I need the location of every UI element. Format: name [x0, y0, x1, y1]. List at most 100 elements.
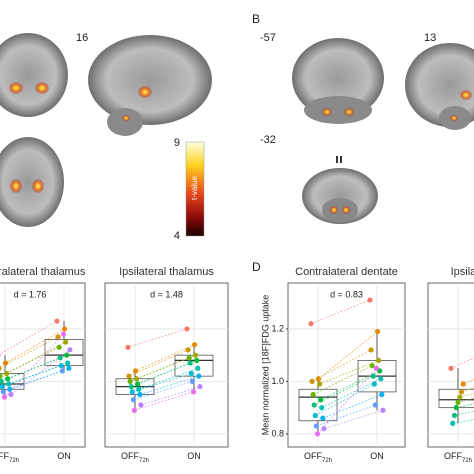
x-tick-label: OFF72h — [0, 451, 19, 463]
pair-line — [322, 394, 382, 419]
pair-line — [0, 336, 59, 369]
brain-sagittal-b — [405, 43, 474, 130]
subject-point — [7, 386, 13, 392]
subject-point — [372, 402, 378, 408]
subject-point — [0, 353, 1, 357]
pair-line — [0, 346, 60, 377]
x-tick-label: ON — [187, 451, 201, 461]
pair-line — [0, 320, 58, 355]
subject-point — [56, 344, 62, 350]
subject-point — [321, 426, 327, 432]
category: OFF — [121, 451, 139, 461]
panel-letter: D — [252, 260, 261, 274]
pair-line — [315, 383, 375, 416]
colorbar-max: 9 — [174, 137, 180, 149]
pair-line — [310, 299, 371, 324]
pair-line — [4, 333, 64, 398]
subject-point — [65, 360, 71, 366]
subject-point — [61, 326, 68, 332]
colorbar — [185, 141, 205, 237]
effect-size: d = 0.83 — [330, 289, 363, 299]
pair-line — [314, 375, 374, 406]
subject-point — [0, 373, 3, 379]
pair-line — [10, 349, 71, 395]
subject-point — [6, 381, 12, 387]
subject-point — [320, 415, 326, 421]
category-subscript: 72h — [322, 458, 332, 464]
panel-frame — [0, 282, 86, 448]
effect-size: d = 1.76 — [14, 289, 47, 299]
subject-point — [376, 357, 382, 364]
subject-point — [128, 384, 134, 390]
subject-point — [63, 339, 69, 345]
subject-point — [371, 381, 377, 387]
pair-line — [463, 379, 474, 385]
strip — [288, 262, 405, 282]
category: OFF — [444, 451, 462, 461]
y-tick-label: 0.8 — [271, 428, 284, 438]
colorbar-min: 4 — [174, 230, 180, 242]
pair-line — [313, 365, 373, 395]
x-tick-label: OFF72h — [304, 451, 332, 463]
panel-title: Contralateral dentate — [295, 266, 398, 278]
x-tick-label: ON — [370, 451, 384, 461]
subject-point — [368, 347, 374, 353]
pair-line — [320, 370, 380, 401]
subject-point — [185, 347, 191, 353]
subject-point — [310, 391, 316, 398]
subject-point — [197, 384, 203, 390]
subject-point — [308, 321, 314, 327]
strip — [105, 262, 228, 282]
category: ON — [57, 451, 71, 461]
subject-point — [0, 378, 4, 384]
subject-point — [135, 381, 141, 387]
subject-point — [458, 389, 465, 395]
pair-line — [450, 357, 474, 369]
subject-point — [196, 373, 202, 379]
pair-line — [319, 360, 379, 385]
panel-letter: B — [252, 12, 260, 26]
subject-point — [8, 391, 14, 398]
subject-point — [373, 365, 380, 371]
slice-label: 13 — [424, 32, 436, 44]
x-tick-label: OFF72h — [444, 451, 472, 463]
category: ON — [187, 451, 201, 461]
subject-point — [191, 342, 198, 348]
subject-point — [125, 344, 131, 350]
subject-point — [0, 389, 6, 395]
subject-point — [0, 365, 2, 371]
subject-point — [317, 381, 323, 387]
subject-point — [370, 373, 376, 379]
pair-line — [135, 344, 195, 372]
category-subscript: 72h — [139, 458, 149, 464]
panel-title: Ipsilateral thalamus — [119, 266, 214, 278]
subject-point — [58, 363, 64, 369]
subject-point — [126, 373, 132, 379]
subject-point — [132, 368, 139, 374]
subject-point — [367, 297, 373, 303]
subject-point — [1, 394, 8, 400]
y-tick-label: 1.2 — [271, 323, 284, 333]
effect-size: d = 1.48 — [150, 289, 183, 299]
subject-point — [460, 381, 466, 387]
subject-point — [129, 389, 135, 395]
subject-point — [190, 389, 197, 395]
subject-point — [312, 412, 318, 419]
subject-point — [448, 365, 454, 371]
y-axis-label: Mean normalized [18F]FDG uptake — [260, 295, 270, 436]
category-subscript: 72h — [462, 458, 472, 464]
subject-point — [374, 328, 381, 335]
subject-point — [66, 365, 72, 371]
subject-point — [455, 399, 461, 405]
subject-point — [369, 363, 375, 369]
box — [44, 339, 84, 367]
subject-point — [59, 368, 65, 374]
category-subscript: 72h — [9, 458, 19, 464]
subject-point — [186, 355, 192, 361]
slice-label: -57 — [260, 32, 276, 44]
subject-point — [127, 378, 133, 384]
subject-point — [379, 391, 385, 398]
subject-point — [130, 397, 136, 403]
subject-point — [319, 405, 325, 411]
